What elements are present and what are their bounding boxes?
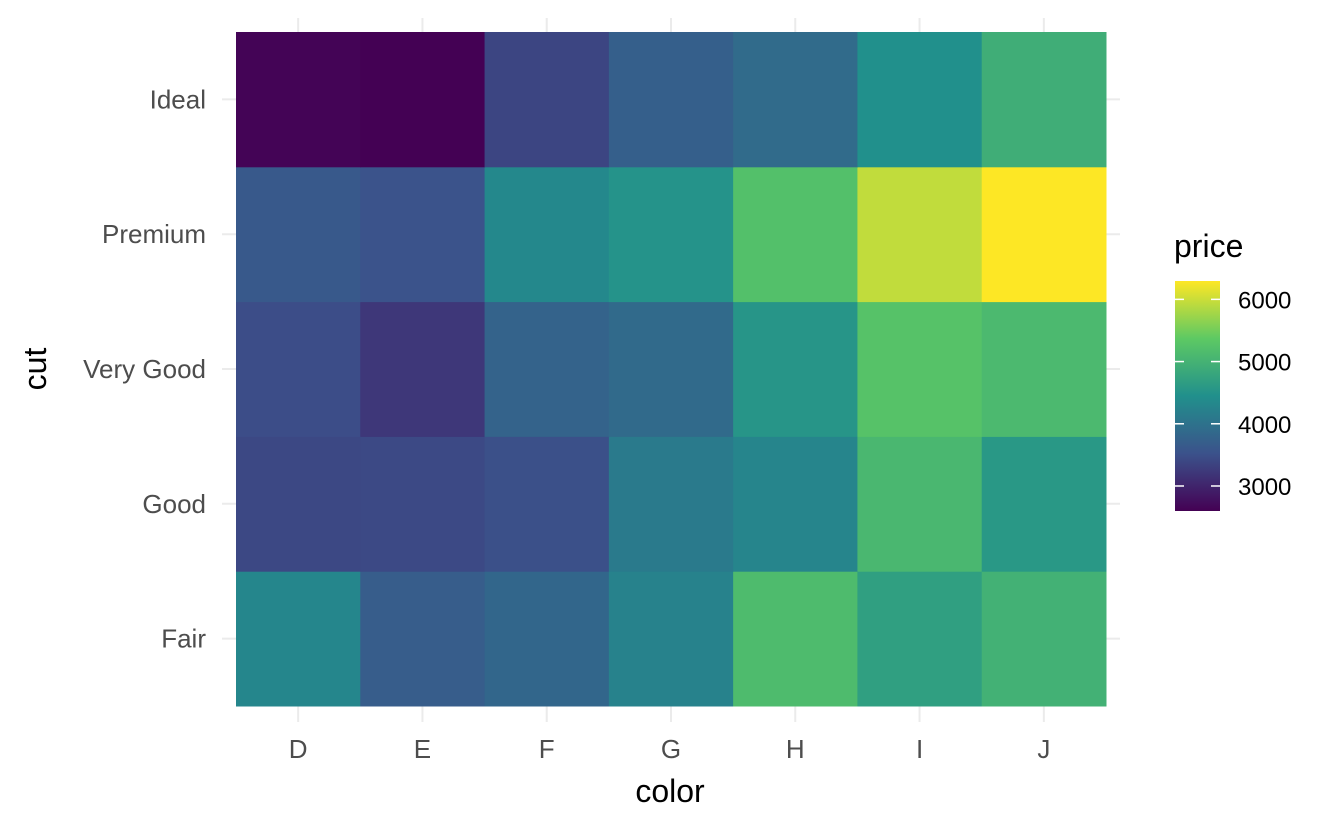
heatmap-cell-fair-j	[981, 571, 1107, 707]
heatmap-cell-ideal-i	[857, 32, 983, 168]
heatmap-cell-ideal-j	[981, 32, 1107, 168]
heatmap-cell-fair-i	[857, 571, 983, 707]
legend-ticks: 3000 4000 5000 6000	[1175, 287, 1291, 501]
heatmap-cell-premium-i	[857, 166, 983, 303]
legend-colorbar	[1175, 281, 1220, 511]
heatmap-cell-premium-e	[360, 166, 486, 303]
heatmap-cell-fair-g	[608, 571, 734, 707]
y-tick-label: Premium	[102, 219, 206, 249]
heatmap-cell-fair-e	[360, 571, 486, 707]
heatmap-cell-good-j	[981, 436, 1107, 572]
heatmap-cell-good-i	[857, 436, 983, 572]
heatmap-cell-premium-d	[236, 166, 361, 303]
heatmap-cell-ideal-f	[484, 32, 610, 168]
y-tick-label: Fair	[161, 624, 206, 654]
legend-tick-label: 5000	[1238, 350, 1291, 377]
heatmap-cell-very-good-j	[981, 301, 1107, 437]
heatmap-cell-good-e	[360, 436, 486, 572]
x-tick-label: J	[1037, 734, 1050, 764]
x-tick-label: D	[289, 734, 308, 764]
legend-tick-label: 4000	[1238, 412, 1291, 439]
heatmap-cell-good-h	[733, 436, 858, 572]
heatmap-cell-premium-h	[733, 166, 858, 303]
legend-title: price	[1174, 228, 1243, 264]
heatmap-cell-very-good-d	[236, 301, 361, 437]
x-tick-label: H	[786, 734, 805, 764]
y-axis-title: cut	[17, 348, 53, 391]
heatmap-cell-ideal-g	[608, 32, 734, 168]
heatmap-cell-fair-h	[733, 571, 858, 707]
heatmap-cells	[236, 32, 1107, 707]
x-tick-label: G	[661, 734, 681, 764]
heatmap-cell-good-g	[608, 436, 734, 572]
heatmap-cell-very-good-e	[360, 301, 486, 437]
heatmap-cell-ideal-e	[360, 32, 486, 168]
heatmap-cell-fair-d	[236, 571, 361, 707]
x-tick-label: F	[539, 734, 555, 764]
y-tick-label: Very Good	[83, 354, 206, 384]
heatmap-cell-ideal-d	[236, 32, 361, 168]
heatmap-cell-very-good-g	[608, 301, 734, 437]
y-tick-label: Ideal	[150, 84, 206, 114]
y-axis-ticks: Fair Good Very Good Premium Ideal	[83, 84, 206, 653]
x-axis-title: color	[635, 773, 705, 809]
x-tick-label: E	[414, 734, 431, 764]
heatmap-cell-premium-g	[608, 166, 734, 303]
heatmap-cell-very-good-h	[733, 301, 858, 437]
heatmap-cell-very-good-f	[484, 301, 610, 437]
heatmap-cell-good-f	[484, 436, 610, 572]
heatmap-cell-very-good-i	[857, 301, 983, 437]
color-legend: price 3000 4000 5000 6000	[1174, 228, 1291, 511]
heatmap-cell-good-d	[236, 436, 361, 572]
x-tick-label: I	[916, 734, 923, 764]
legend-tick-label: 6000	[1238, 287, 1291, 314]
y-tick-label: Good	[142, 489, 206, 519]
legend-tick-label: 3000	[1238, 474, 1291, 501]
heatmap-cell-premium-j	[981, 166, 1107, 303]
heatmap-cell-ideal-h	[733, 32, 858, 168]
heatmap-cell-premium-f	[484, 166, 610, 303]
x-axis-ticks: D E F G H I J	[289, 734, 1051, 764]
heatmap-cell-fair-f	[484, 571, 610, 707]
